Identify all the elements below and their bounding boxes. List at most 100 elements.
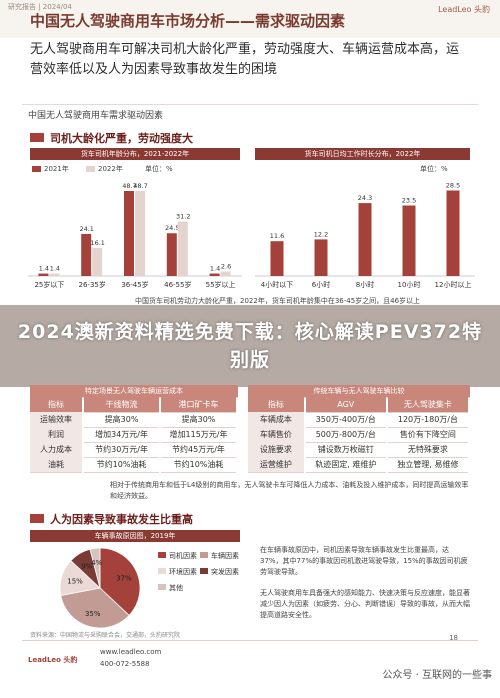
page-number: 18	[449, 634, 458, 642]
table-header: 无人驾驶集卡	[387, 397, 468, 413]
pie-note: 在车辆事故原因中，司机因素导致车辆事故发生比重最高，达37%，其中77%的事故因…	[260, 546, 468, 576]
bar	[270, 241, 284, 276]
data-label: 1.4	[210, 265, 220, 273]
bar	[166, 233, 177, 276]
hours-chart-title: 货车司机日均工作时长分布，2022年	[255, 148, 470, 160]
table-cell: 油耗	[30, 457, 83, 473]
legend-swatch	[200, 552, 208, 558]
page-title: 中国无人驾驶商用车市场分析——需求驱动因素	[30, 12, 346, 30]
tick-label: 25岁以下	[34, 280, 64, 289]
table-note: 相对于传统商用车和低于L4级别的商用车，无人驾驶卡车可降低人力成本、油耗及投入维…	[110, 481, 469, 500]
age-chart-title: 货车司机年龄分布，2021-2022年	[30, 148, 240, 160]
legend-swatch	[158, 552, 166, 558]
phone-number: 400-072-5588	[100, 660, 150, 668]
table-header: 港口矿卡车	[161, 397, 236, 413]
tick-label: 4小时以下	[261, 280, 293, 289]
table-cell: 售价有下降空间	[387, 427, 468, 443]
bullet-text: 中国货车司机劳动力大龄化严重，2022年，货车司机年龄集中在36-45岁之间，且…	[135, 297, 421, 305]
divider	[22, 104, 478, 105]
hours-bar-chart: 11.6 4小时以下 12.2 6小时 24.3 8小时 23.5 10小时 28.5 12小时以…	[255, 182, 475, 289]
legend-swatch-2022	[86, 166, 95, 172]
table-cell: 350万-400万/台	[305, 412, 386, 428]
legend-swatch	[158, 584, 166, 590]
table-header: AGV	[305, 397, 386, 413]
bar	[402, 205, 416, 276]
legend-label: 其他	[169, 583, 183, 592]
bar	[177, 221, 188, 276]
watermark-banner	[0, 305, 500, 387]
slice-label: 9%	[81, 563, 92, 571]
cost-table-right: 传统车辆与无人驾驶车辆比较 指标 AGV 无人驾驶集卡 车辆成本 350万-400万/台 1…	[248, 385, 470, 475]
legend-swatch	[158, 568, 166, 574]
bar	[209, 273, 220, 276]
table-header: 指标	[30, 397, 83, 413]
bullet-icon	[30, 514, 44, 523]
pie-note: 无人驾驶商用车具备强大的感知能力、快速决策与反应速度，能显著减少因人为因素（如疲…	[260, 589, 470, 619]
data-label: 31.2	[176, 213, 190, 221]
table-header: 指标	[248, 397, 304, 413]
table-cell: 节约30万元/年	[84, 442, 160, 458]
table-cell: 节约10%油耗	[161, 457, 236, 473]
data-label: 11.6	[270, 232, 284, 240]
legend-swatch-2021	[32, 166, 41, 172]
slice-label: 4%	[91, 559, 102, 567]
report-meta: 研究报告 | 2024/04	[8, 3, 72, 11]
data-label: 24.1	[79, 225, 93, 233]
tick-label: 12小时以上	[435, 280, 472, 289]
table-cell: 车辆成本	[248, 412, 304, 428]
section-title: 中国无人驾驶商用车需求驱动因素	[28, 111, 164, 121]
table-cell: 增加34万元/年	[84, 427, 160, 443]
legend-swatch	[200, 568, 208, 574]
tick-label: 6小时	[312, 280, 330, 289]
table-cell: 增加115万元/年	[161, 427, 236, 443]
footer-logo: LeadLeo 头豹	[28, 656, 78, 664]
brand-logo: LeadLeo 头豹	[438, 5, 490, 14]
table-cell: 车辆售价	[248, 427, 304, 443]
pie-slice	[60, 587, 130, 629]
table-cell: 提高30%	[161, 412, 236, 428]
table-cell: 120万-180万/台	[387, 412, 468, 428]
bar	[81, 233, 92, 276]
bar	[314, 239, 328, 276]
data-label: 23.5	[402, 197, 416, 205]
data-label: 48.7	[133, 182, 147, 190]
banner-title: 2024澳新资料精选免费下载：核心解读PEV372特别版	[17, 321, 483, 371]
table-cell: 提高30%	[84, 412, 160, 428]
bar	[446, 190, 460, 276]
pie-slice	[89, 547, 101, 589]
table-cell: 节约45万元/年	[161, 442, 236, 458]
legend-label: 2021年	[44, 165, 69, 173]
bullet-icon	[30, 133, 44, 142]
header-bar	[0, 0, 500, 38]
table-cell: 独立管理, 易维修	[387, 457, 468, 473]
legend-label: 车辆因素	[211, 551, 239, 560]
website-link[interactable]: www.leadleo.com	[100, 648, 162, 656]
sub-heading: 司机大龄化严重，劳动强度大	[50, 132, 193, 145]
slice-label: 35%	[85, 610, 101, 618]
tick-label: 26-35岁	[79, 280, 106, 289]
table-cell: 设施要求	[248, 442, 304, 458]
intro-text: 无人驾驶商用车可解决司机大龄化严重，劳动强度大、车辆运营成本高，运营效率低以及人…	[30, 42, 460, 77]
table-cell: 铺设数万枚磁钉	[305, 442, 386, 458]
legend-label: 2022年	[98, 165, 123, 173]
data-label: 28.5	[446, 182, 460, 190]
data-label: 1.4	[39, 265, 49, 273]
tick-label: 46-55岁	[164, 280, 191, 289]
table-cell: 利润	[30, 427, 83, 443]
table-cell: 轨迹固定, 难维护	[305, 457, 386, 473]
source-note: 资料来源：中国物流与采购联合会，交通部，头豹研究院	[30, 632, 181, 639]
slice-label: 15%	[67, 578, 83, 586]
table-cell: 运输效率	[30, 412, 83, 428]
bar	[38, 273, 49, 276]
legend-label: 突发因素	[211, 567, 239, 576]
table-header: 干线物流	[84, 397, 160, 413]
pie-slice	[99, 547, 141, 616]
data-label: 24.3	[358, 194, 372, 202]
data-label: 16.1	[90, 239, 104, 247]
data-label: 12.2	[314, 230, 328, 238]
unit-label: 单位：%	[420, 165, 448, 173]
table-cell: 人力成本	[30, 442, 83, 458]
bar	[135, 190, 145, 276]
unit-label: 单位：%	[145, 165, 173, 173]
